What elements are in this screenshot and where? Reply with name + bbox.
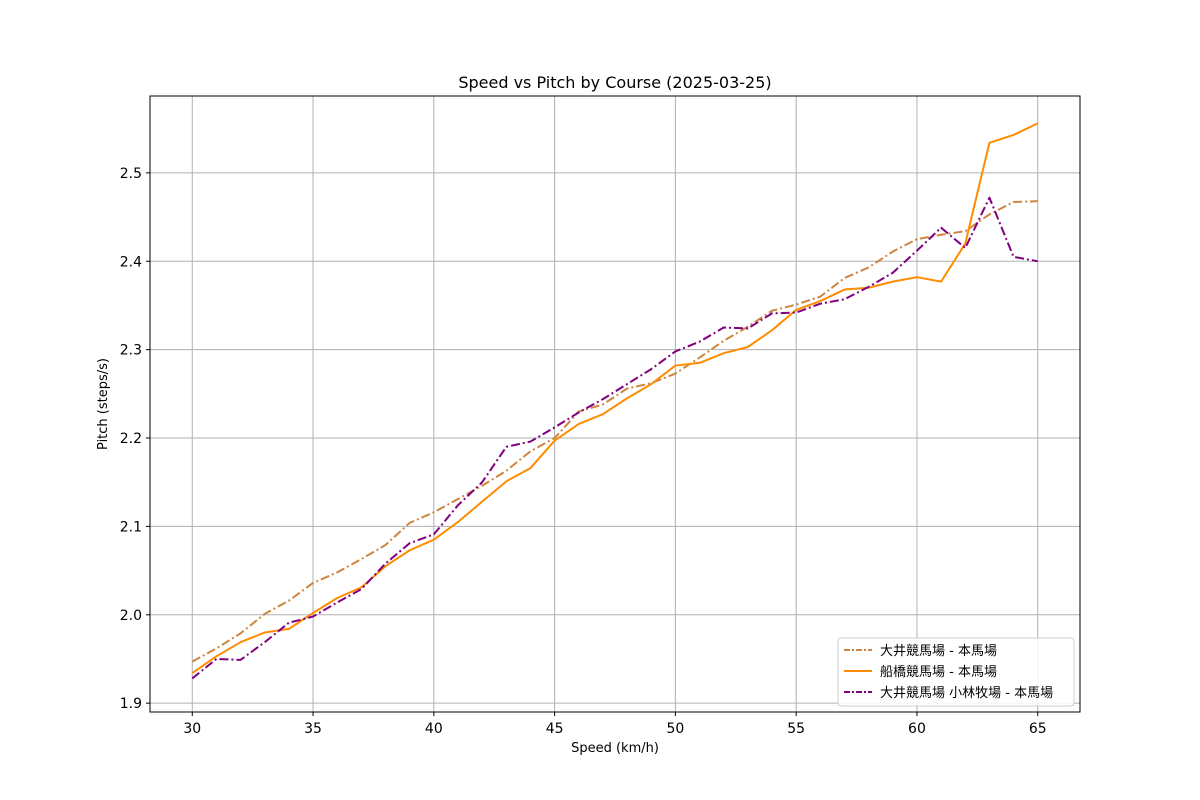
y-axis-label: Pitch (steps/s) <box>96 358 111 450</box>
x-tick-label: 50 <box>666 721 684 737</box>
x-tick-label: 35 <box>304 721 322 737</box>
plot-frame <box>149 95 1081 713</box>
y-tick-label: 1.9 <box>120 696 142 712</box>
x-tick-label: 55 <box>787 721 805 737</box>
legend-label-2: 船橋競馬場 - 本馬場 <box>880 665 997 680</box>
y-tick-label: 2.4 <box>120 254 142 270</box>
series-line-2 <box>191 122 1039 674</box>
series-line-3 <box>191 196 1038 680</box>
legend-label-3: 大井競馬場 小林牧場 - 本馬場 <box>880 686 1053 701</box>
x-tick-label: 45 <box>546 721 564 737</box>
y-tick-label: 2.3 <box>120 343 142 359</box>
axis-ticks: 30 35 40 45 50 55 60 65 1.9 2.0 2.1 2.2 2.3 2.4 2.5 <box>120 166 1047 737</box>
x-tick-label: 30 <box>183 721 201 737</box>
series-lines <box>191 122 1039 680</box>
legend-box <box>837 637 1075 707</box>
series-line-1 <box>191 200 1038 663</box>
x-tick-label: 40 <box>425 721 443 737</box>
x-axis-label: Speed (km/h) <box>571 741 659 756</box>
x-tick-label: 65 <box>1029 721 1047 737</box>
y-tick-label: 2.2 <box>120 431 142 447</box>
chart-title: Speed vs Pitch by Course (2025-03-25) <box>458 73 771 92</box>
legend-label-1: 大井競馬場 - 本馬場 <box>880 644 997 659</box>
grid-lines <box>150 96 1080 712</box>
y-tick-label: 2.5 <box>120 166 142 182</box>
x-tick-label: 60 <box>908 721 926 737</box>
y-tick-label: 2.0 <box>120 608 142 624</box>
y-tick-label: 2.1 <box>120 519 142 535</box>
